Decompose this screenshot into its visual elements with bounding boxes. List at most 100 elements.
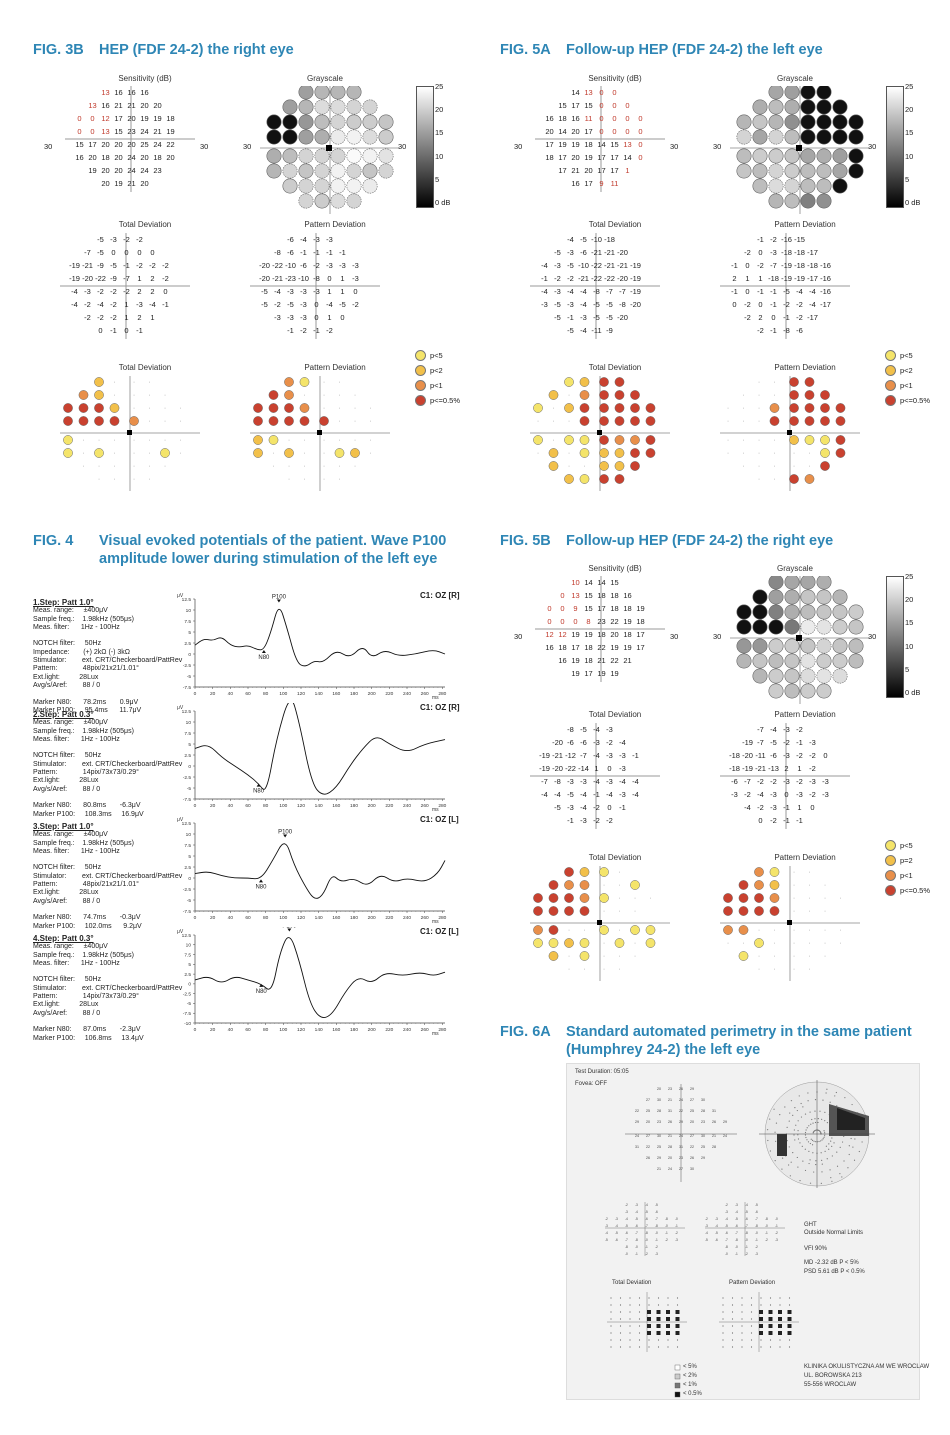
grid-cell: 0 [638, 114, 643, 123]
grid-cell: 19 [584, 153, 593, 162]
grid-cell: -3 [783, 777, 790, 786]
prob-dot: · [758, 437, 760, 444]
hum-value: 24 [679, 1098, 683, 1102]
prob-dot: · [793, 450, 795, 457]
fixation-marker [597, 430, 602, 435]
fig5a-legend: p<5 p<2 p<1 p<=0.5% [885, 350, 930, 410]
hum-dev-value: -5 [605, 1238, 608, 1242]
grid-cell: -2 [300, 326, 307, 335]
prob-dot [723, 925, 733, 935]
grid-cell: -2 [136, 235, 143, 244]
prob-dot: · [354, 392, 356, 399]
prob-dot: · [618, 966, 620, 973]
prob-dot [804, 416, 815, 426]
vep-xtick-label: 280 [438, 803, 446, 809]
grid-cell: 17 [636, 643, 645, 652]
hum-gray-dot [817, 1118, 819, 1120]
hum-dev-value: -1 [635, 1252, 638, 1256]
prob-dot: · [773, 437, 775, 444]
grayscale-tick: 15 [435, 128, 444, 138]
hum-prob-mark [675, 1317, 680, 1321]
prob-dot [548, 448, 559, 458]
prob-dot [299, 377, 310, 387]
vep-p100-marker [287, 928, 292, 932]
hum-prob-mark [722, 1332, 724, 1334]
grid-cell: -1 [796, 738, 803, 747]
prob-dot [63, 435, 73, 445]
gray-cell [800, 163, 816, 179]
hum-prob-mark [779, 1346, 781, 1348]
grid-cell: 14 [571, 88, 580, 97]
gray-cell [768, 163, 784, 179]
fig5b-grayscale-bar [886, 576, 904, 698]
grid-cell: -19 [539, 751, 550, 760]
prob-dot [769, 416, 780, 426]
hum-value: 26 [712, 1120, 716, 1124]
grid-cell: -21 [272, 274, 283, 283]
grid-row: 0 -2 -1 -1 [754, 814, 806, 827]
gray-cell [848, 114, 864, 130]
hum-gray-dot [818, 1140, 820, 1143]
grid-cell: -1 [783, 313, 790, 322]
prob-dot [284, 416, 294, 426]
hum-gray-dot [805, 1129, 807, 1131]
grayscale-tick: 10 [905, 641, 914, 651]
grayscale-tick: 15 [905, 128, 914, 138]
grid-cell: -15 [794, 235, 805, 244]
prob-dot [548, 951, 559, 961]
prob-dot [804, 403, 815, 413]
grid-cell: -8 [554, 777, 561, 786]
fig5a-caption: FIG. 5A Follow-up HEP (FDF 24-2) the left… [500, 41, 823, 59]
grid-cell: -7 [84, 248, 91, 257]
vep-channel: C1: OZ [R] [420, 703, 460, 712]
grid-cell: 18 [623, 604, 632, 613]
hum-dev-value: -7 [625, 1238, 628, 1242]
fig5b-gray-axis-right: 30 [868, 632, 877, 641]
grid-cell: -5 [606, 313, 613, 322]
grid-cell: 1 [745, 274, 750, 283]
gray-cell [784, 99, 800, 115]
prob-dot [63, 416, 73, 426]
gray-cell [346, 193, 362, 209]
hum-value: 22 [690, 1145, 694, 1149]
hum-prob-mark [731, 1304, 734, 1306]
hum-legend-symbol [674, 1391, 681, 1398]
grid-cell: -22 [591, 261, 602, 270]
legend-item: p<=0.5% [885, 395, 930, 406]
hum-gray-dot [795, 1124, 797, 1126]
grid-cell: 17 [545, 140, 554, 149]
hum-value: 26 [679, 1087, 683, 1091]
grid-cell: -4 [770, 725, 777, 734]
grid-cell: 1 [625, 166, 630, 175]
prob-dot [630, 435, 640, 445]
grid-row: 13 16 16 16 [99, 86, 151, 99]
grid-cell: 20 [114, 140, 123, 149]
grid-cell: -17 [807, 274, 818, 283]
prob-dot [835, 435, 846, 445]
prob-dot: · [303, 450, 305, 457]
gray-cell [266, 129, 282, 145]
fixation-marker [787, 920, 792, 925]
prob-dot [614, 377, 625, 387]
grid-cell: 0 [111, 248, 116, 257]
grid-cell: -2 [744, 248, 751, 257]
prob-dot: · [839, 940, 841, 947]
grid-cell: -4 [580, 790, 587, 799]
hum-prob-mark [675, 1310, 680, 1314]
grid-cell: -2 [783, 300, 790, 309]
legend-label: p<5 [900, 841, 913, 850]
hum-dev-value: -6 [615, 1238, 618, 1242]
grid-cell: 19 [88, 166, 97, 175]
prob-dot [723, 906, 733, 916]
prob-dot [253, 416, 263, 426]
grid-cell: -7 [757, 738, 764, 747]
grid-cell: -9 [606, 326, 613, 335]
grid-row: -7 -4 -3 -2 [754, 723, 806, 736]
grid-cell: -6 [796, 326, 803, 335]
vep-xtick-label: 140 [315, 691, 323, 697]
grid-cell: 18 [584, 140, 593, 149]
legend-label: p=2 [900, 856, 913, 865]
grid-cell: 17 [597, 153, 606, 162]
grid-cell: -2 [97, 287, 104, 296]
grid-cell: -3 [567, 777, 574, 786]
